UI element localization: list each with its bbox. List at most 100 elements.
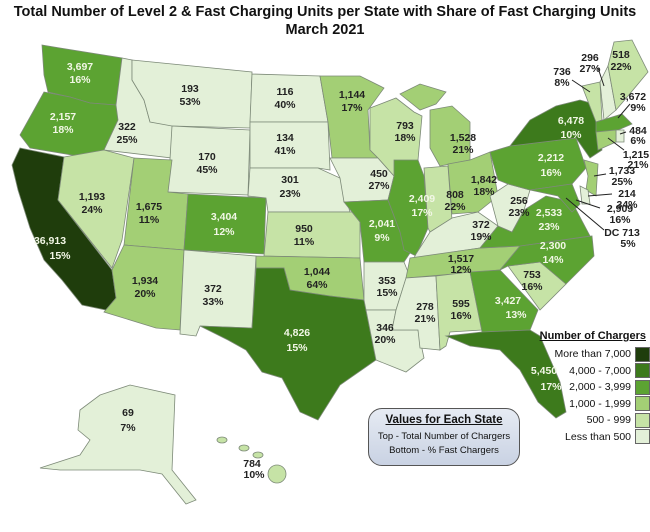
state-pa[interactable]: [489, 137, 587, 191]
state-ma[interactable]: [595, 113, 633, 133]
legend-swatch: [635, 379, 650, 395]
legend-swatch: [635, 396, 650, 412]
legend-label: 500 - 999: [586, 414, 631, 427]
state-hi[interactable]: [216, 436, 287, 484]
info-box-line-top: Top - Total Number of Chargers: [377, 431, 511, 442]
state-ks[interactable]: [263, 211, 361, 259]
legend-item: 1,000 - 1,999: [520, 396, 650, 413]
state-fl[interactable]: [444, 329, 567, 419]
state-ga[interactable]: [469, 269, 539, 333]
state-co[interactable]: [183, 193, 267, 255]
state-md[interactable]: [529, 183, 581, 213]
legend-item: Less than 500: [520, 429, 650, 446]
legend-label: Less than 500: [565, 430, 631, 443]
legend-swatch: [635, 429, 650, 445]
states: [11, 39, 649, 505]
state-sd[interactable]: [249, 121, 331, 171]
legend-swatch: [635, 412, 650, 428]
state-nv[interactable]: [57, 149, 135, 269]
state-labels: 3,697 16% 2,157 18% 36,913 15% 322 25% 1,193…: [34, 49, 649, 481]
state-de[interactable]: [579, 185, 591, 205]
legend-label: 4,000 - 7,000: [569, 364, 631, 377]
state-me[interactable]: [607, 39, 649, 111]
values-info-box: Values for Each State Top - Total Number…: [368, 408, 520, 466]
legend-title: Number of Chargers: [539, 330, 646, 342]
legend: Number of Chargers More than 7,000 4,000…: [520, 330, 650, 445]
svg-text:697%: 69 7%: [120, 407, 136, 434]
state-il[interactable]: [387, 159, 429, 257]
state-nj[interactable]: [583, 159, 599, 197]
legend-label: 2,000 - 3,999: [569, 381, 631, 394]
legend-swatch: [635, 363, 650, 379]
legend-item: 2,000 - 3,999: [520, 379, 650, 396]
title-line: Total Number of Level 2 & Fast Charging …: [13, 4, 637, 20]
subtitle-line: March 2021: [285, 22, 365, 38]
info-box-title: Values for Each State: [385, 414, 503, 426]
legend-label: 1,000 - 1,999: [569, 397, 631, 410]
state-ri[interactable]: [615, 129, 625, 143]
legend-item: More than 7,000: [520, 346, 650, 363]
state-nd[interactable]: [249, 73, 329, 123]
state-mi-upper[interactable]: [399, 83, 447, 111]
state-ak[interactable]: [39, 384, 197, 505]
state-tx[interactable]: [199, 267, 377, 421]
state-ct[interactable]: [595, 129, 617, 151]
legend-label: More than 7,000: [554, 348, 631, 361]
legend-item: 500 - 999: [520, 412, 650, 429]
legend-item: 4,000 - 7,000: [520, 363, 650, 380]
leader-lines: [565, 67, 631, 231]
info-box-line-bottom: Bottom - % Fast Chargers: [389, 445, 499, 456]
map-title: Total Number of Level 2 & Fast Charging …: [0, 3, 650, 39]
